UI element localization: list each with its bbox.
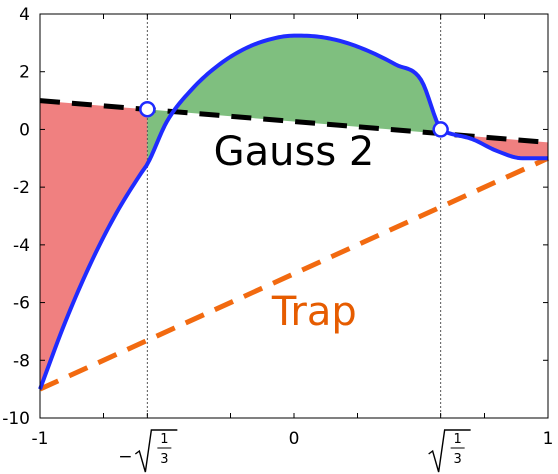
- guide-lines: [146, 14, 442, 418]
- ticks: [39, 13, 549, 419]
- y-tick-label-5: -6: [13, 294, 30, 314]
- series-lines: [38, 33, 550, 392]
- y-tick-label-7: -10: [2, 409, 30, 429]
- sqrt-sign: [134, 429, 178, 473]
- x-tick-label-3: 13: [428, 429, 471, 473]
- annotations: Gauss 2 Trap: [214, 129, 375, 335]
- y-tick-label-3: -2: [13, 178, 30, 198]
- intersection-markers: [139, 100, 449, 138]
- function-curve: [38, 33, 548, 390]
- annotation-trap: Trap: [271, 289, 357, 335]
- y-tick-label-6: -8: [13, 351, 30, 371]
- x-tick-label-4: 1: [543, 429, 554, 449]
- x-tick-label-2: 0: [289, 429, 300, 449]
- x-tick-label-0: -1: [32, 429, 49, 449]
- shaded-region-1: [147, 35, 441, 165]
- y-tick-label-2: 0: [19, 120, 30, 140]
- fraction-denominator: 3: [160, 452, 168, 467]
- sqrt-sign: [428, 429, 471, 473]
- fraction-numerator: 1: [454, 432, 462, 447]
- trap-line: [38, 156, 550, 392]
- x-tick-minus: −: [118, 447, 132, 467]
- y-tick-label-4: -4: [13, 236, 30, 256]
- x-tick-label-1: − 1 3: [118, 429, 178, 473]
- y-tick-label-0: 4: [19, 5, 30, 25]
- annotation-gauss-2: Gauss 2: [214, 129, 375, 175]
- intersection-marker-1: [432, 121, 449, 138]
- fraction-denominator: 3: [454, 452, 462, 467]
- y-tick-label-1: 2: [19, 63, 30, 83]
- fraction-numerator: 1: [160, 432, 168, 447]
- tick-labels: 420-2-4-6-8-10-1−130 131: [2, 5, 554, 473]
- intersection-marker-0: [139, 100, 156, 118]
